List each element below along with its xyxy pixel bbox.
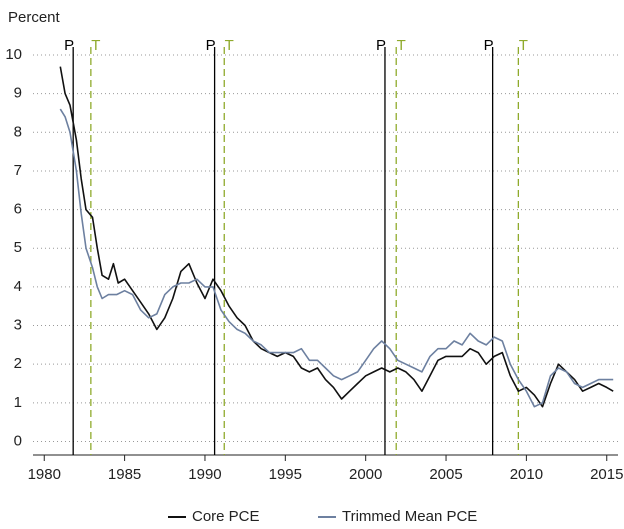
trough-label: T	[91, 37, 100, 54]
y-tick-label: 5	[14, 239, 22, 256]
y-tick-label: 3	[14, 317, 22, 334]
y-tick-label: 8	[14, 123, 22, 140]
trough-label: T	[519, 37, 528, 54]
x-tick-label: 1995	[269, 466, 302, 483]
series-line	[59, 66, 614, 408]
legend-label: Trimmed Mean PCE	[342, 508, 477, 525]
peak-label: P	[206, 37, 216, 54]
x-tick-label: 1990	[188, 466, 221, 483]
peak-label: P	[484, 37, 494, 54]
trough-label: T	[225, 37, 234, 54]
y-tick-label: 2	[14, 355, 22, 372]
x-tick-label: 2010	[510, 466, 543, 483]
series-line	[59, 108, 614, 408]
trough-label: T	[397, 37, 406, 54]
y-tick-label: 1	[14, 394, 22, 411]
y-tick-label: 6	[14, 201, 22, 218]
peak-label: P	[376, 37, 386, 54]
y-tick-label: 7	[14, 162, 22, 179]
legend-label: Core PCE	[192, 508, 260, 525]
y-tick-label: 0	[14, 432, 22, 449]
y-tick-label: 9	[14, 85, 22, 102]
x-tick-label: 1980	[28, 466, 61, 483]
y-tick-label: 4	[14, 278, 22, 295]
x-tick-label: 1985	[108, 466, 141, 483]
x-tick-label: 2015	[590, 466, 623, 483]
peak-label: P	[64, 37, 74, 54]
y-axis-label: Percent	[8, 9, 61, 26]
legend: Core PCE Trimmed Mean PCE	[168, 508, 477, 525]
x-tick-label: 2000	[349, 466, 382, 483]
y-tick-label: 10	[5, 46, 22, 63]
x-tick-label: 2005	[429, 466, 462, 483]
